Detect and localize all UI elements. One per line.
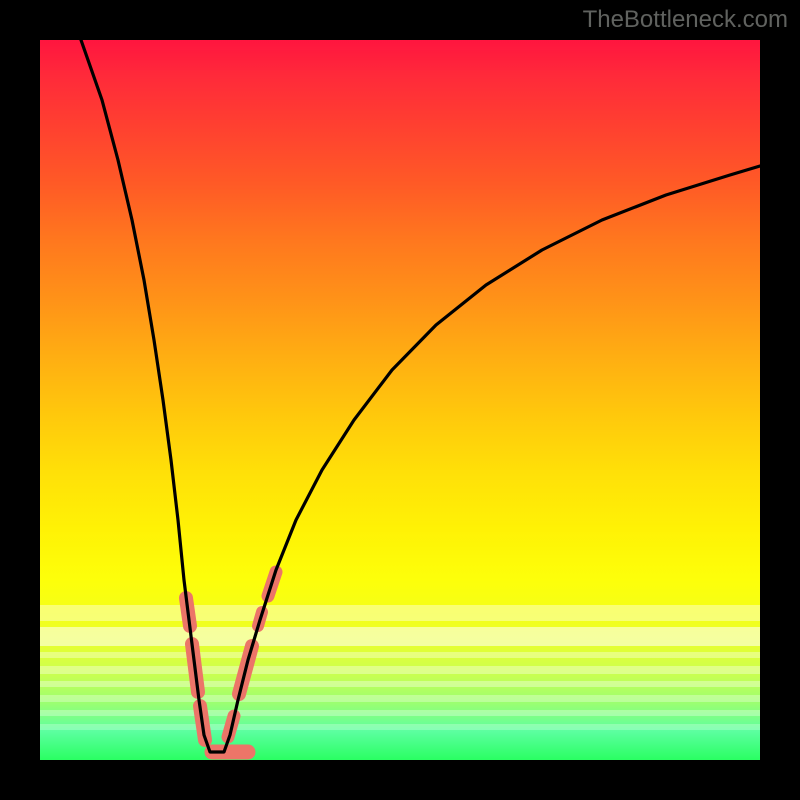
v-curve-path: [81, 40, 760, 752]
watermark-text: TheBottleneck.com: [583, 6, 788, 34]
plot-area: [40, 40, 760, 760]
curve-layer: [40, 40, 760, 760]
chart-frame: TheBottleneck.com: [0, 0, 800, 800]
